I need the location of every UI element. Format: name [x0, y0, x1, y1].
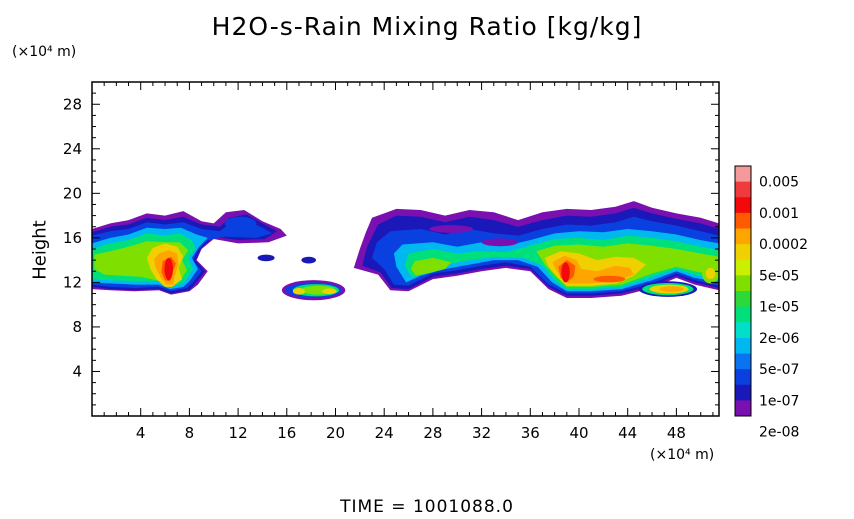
field-contour: [411, 257, 452, 276]
colorbar-swatch: [735, 322, 751, 339]
colorbar-label: 0.0002: [759, 237, 808, 253]
colorbar-swatch: [735, 400, 751, 417]
colorbar-label: 1e-07: [759, 393, 799, 409]
field-core: [705, 267, 716, 280]
colorbar-swatch: [735, 384, 751, 401]
y-tick-label: 8: [72, 318, 82, 336]
colorbar-swatch: [735, 275, 751, 292]
colorbar-swatch: [735, 337, 751, 354]
y-axis-unit: (×10⁴ m): [12, 44, 77, 60]
field-contour: [257, 254, 275, 262]
x-tick-label: 4: [136, 424, 146, 442]
x-tick-label: 28: [423, 424, 442, 442]
colorbar-swatch: [735, 259, 751, 276]
y-tick-label: 20: [63, 184, 82, 202]
x-tick-label: 16: [277, 424, 296, 442]
field-core: [164, 257, 173, 281]
colorbar-swatch: [735, 353, 751, 370]
field-contour: [429, 225, 474, 233]
y-tick-label: 24: [63, 140, 82, 158]
field-contour: [481, 238, 519, 247]
colorbar-label: 2e-08: [759, 425, 799, 441]
x-tick-label: 20: [326, 424, 345, 442]
colorbar-swatch: [735, 181, 751, 198]
y-tick-label: 12: [63, 273, 82, 291]
colorbar-swatch: [735, 369, 751, 386]
field-core: [292, 287, 306, 295]
field-layer: [92, 201, 719, 301]
field-core: [561, 262, 570, 283]
colorbar-label: 0.005: [759, 175, 799, 191]
x-tick-label: 32: [472, 424, 491, 442]
colorbar-label: 5e-05: [759, 268, 799, 284]
x-tick-label: 12: [229, 424, 248, 442]
x-axis-unit: (×10⁴ m): [650, 447, 715, 463]
colorbar: 0.005 0.001 0.0002 5e-05 1e-05 2e-06 5e-07 1e-0…: [734, 165, 808, 441]
colorbar-swatch: [735, 212, 751, 229]
x-tick-label: 36: [521, 424, 540, 442]
x-tick-label: 24: [375, 424, 394, 442]
colorbar-label: 2e-06: [759, 331, 799, 347]
colorbar-swatch: [735, 166, 751, 183]
x-tick-label: 44: [618, 424, 637, 442]
y-tick-label: 16: [63, 229, 82, 247]
field-core: [322, 288, 337, 295]
time-footer: TIME = 1001088.0: [340, 497, 514, 517]
y-tick-label: 28: [63, 95, 82, 113]
colorbar-label: 0.001: [759, 206, 799, 222]
colorbar-frame: [734, 165, 752, 417]
colorbar-swatch: [735, 291, 751, 308]
colorbar-swatch: [735, 244, 751, 261]
field-core: [659, 286, 684, 292]
y-tick-label: 4: [72, 362, 82, 380]
field-contour: [301, 256, 317, 264]
colorbar-label: 1e-05: [759, 300, 799, 316]
x-tick-label: 8: [185, 424, 195, 442]
field-contour: [224, 216, 257, 231]
colorbar-swatch: [735, 197, 751, 214]
x-tick-label: 40: [569, 424, 588, 442]
colorbar-label: 5e-07: [759, 362, 799, 378]
chart-title: H2O-s-Rain Mixing Ratio [kg/kg]: [211, 12, 643, 41]
colorbar-swatch: [735, 306, 751, 323]
x-tick-label: 48: [667, 424, 686, 442]
colorbar-swatch: [735, 228, 751, 245]
field-core: [593, 275, 626, 283]
